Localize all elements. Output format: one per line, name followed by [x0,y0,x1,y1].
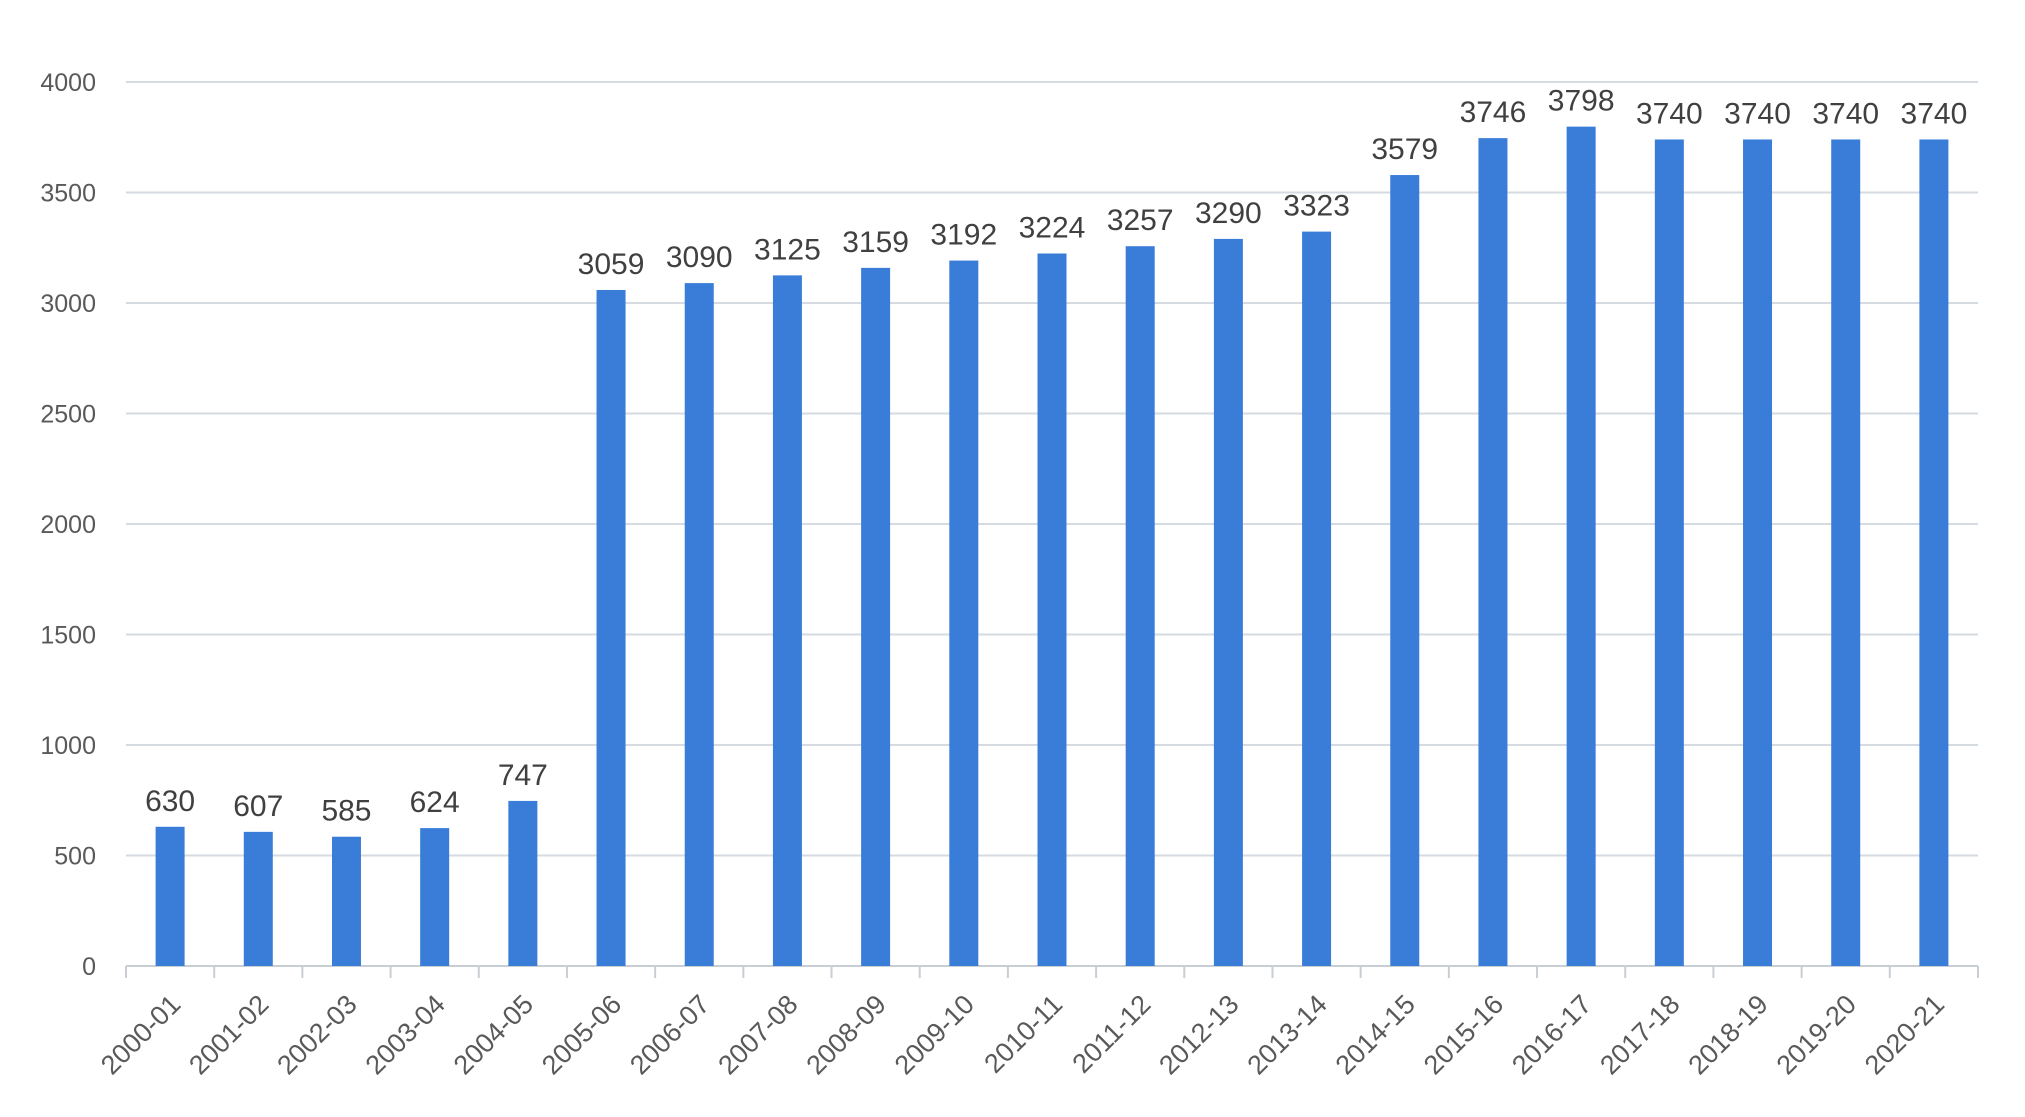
data-label: 3579 [1371,133,1438,166]
bar [1125,246,1155,966]
x-tick-label: 2015-16 [1418,989,1509,1080]
x-tick-label: 2004-05 [448,989,539,1080]
data-label: 3740 [1636,97,1703,130]
x-tick-label: 2013-14 [1242,989,1333,1080]
data-label: 3159 [842,226,909,259]
y-tick-label: 3500 [40,180,96,208]
data-label: 3224 [1019,211,1086,244]
x-tick-label: 2009-10 [889,989,980,1080]
x-tick-label: 2010-11 [978,989,1068,1079]
x-tick-label: 2016-17 [1506,989,1597,1080]
data-label: 607 [233,790,283,823]
x-tick-label: 2005-06 [536,989,627,1080]
x-tick-label: 2018-19 [1682,989,1773,1080]
bar [1478,138,1508,966]
x-tick-label: 2003-04 [360,989,451,1080]
bar [684,283,714,966]
bar [861,267,891,967]
bar [1654,139,1684,966]
y-tick-label: 2000 [40,511,96,539]
y-axis-tick-labels: 0 500 1000 1500 2000 2500 3000 3500 4000 [40,69,96,981]
data-label: 3125 [754,233,821,266]
data-label: 747 [498,759,548,792]
data-label: 3323 [1283,190,1350,223]
y-tick-label: 1000 [40,732,96,760]
bar [420,828,450,966]
y-tick-label: 0 [82,953,96,981]
y-tick-label: 2500 [40,401,96,429]
x-tick-label: 2011-12 [1067,989,1157,1079]
bar [1213,238,1243,966]
bar [1919,139,1949,966]
data-label: 3192 [930,219,997,252]
data-label: 3257 [1107,204,1174,237]
x-tick-label: 2002-03 [271,989,362,1080]
bar [1302,231,1332,966]
bar [596,289,626,966]
data-label: 3798 [1548,85,1615,118]
data-label: 3740 [1812,97,1879,130]
bar [1831,139,1861,966]
bar [1566,126,1596,967]
data-labels: 630 607 585 624 747 3059 3090 3125 3159 3192 3224 3… [145,85,1967,828]
x-tick-label: 2012-13 [1153,989,1244,1080]
x-tick-label: 2014-15 [1330,989,1421,1080]
bar [1037,253,1067,967]
bar [243,831,273,966]
data-label: 3090 [666,241,733,274]
data-label: 3059 [578,248,645,281]
x-tick-label: 2001-02 [183,989,274,1080]
data-label: 3740 [1901,97,1968,130]
data-label: 3740 [1724,97,1791,130]
x-tick-label: 2017-18 [1594,989,1685,1080]
x-tick-label: 2019-20 [1771,989,1862,1080]
data-label: 624 [410,786,460,819]
bar [155,826,185,966]
x-tick-label: 2008-09 [801,989,892,1080]
y-tick-label: 3000 [40,290,96,318]
x-tick-label: 2020-21 [1859,989,1950,1080]
x-tick-label: 2006-07 [624,989,715,1080]
bars [155,126,1949,967]
x-tick-label: 2000-01 [95,989,186,1080]
bar [331,836,361,966]
y-tick-label: 1500 [40,622,96,650]
bar [772,275,802,966]
bar [949,260,979,966]
bar [1743,139,1773,966]
bar [508,800,538,966]
x-tick-label: 2007-08 [712,989,803,1080]
data-label: 630 [145,785,195,818]
x-axis-tick-labels: 2000-012001-022002-032003-042004-052005-… [95,989,1950,1080]
data-label: 585 [321,795,371,828]
y-tick-label: 500 [54,843,96,871]
y-tick-label: 4000 [40,69,96,97]
bar [1390,175,1420,966]
x-axis [125,965,1979,978]
data-label: 3290 [1195,197,1262,230]
data-label: 3746 [1460,96,1527,129]
